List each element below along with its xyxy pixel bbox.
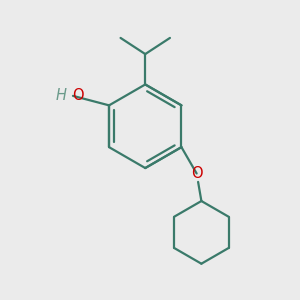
Text: O: O xyxy=(72,88,84,103)
Text: O: O xyxy=(191,166,203,181)
Text: H: H xyxy=(55,88,66,103)
